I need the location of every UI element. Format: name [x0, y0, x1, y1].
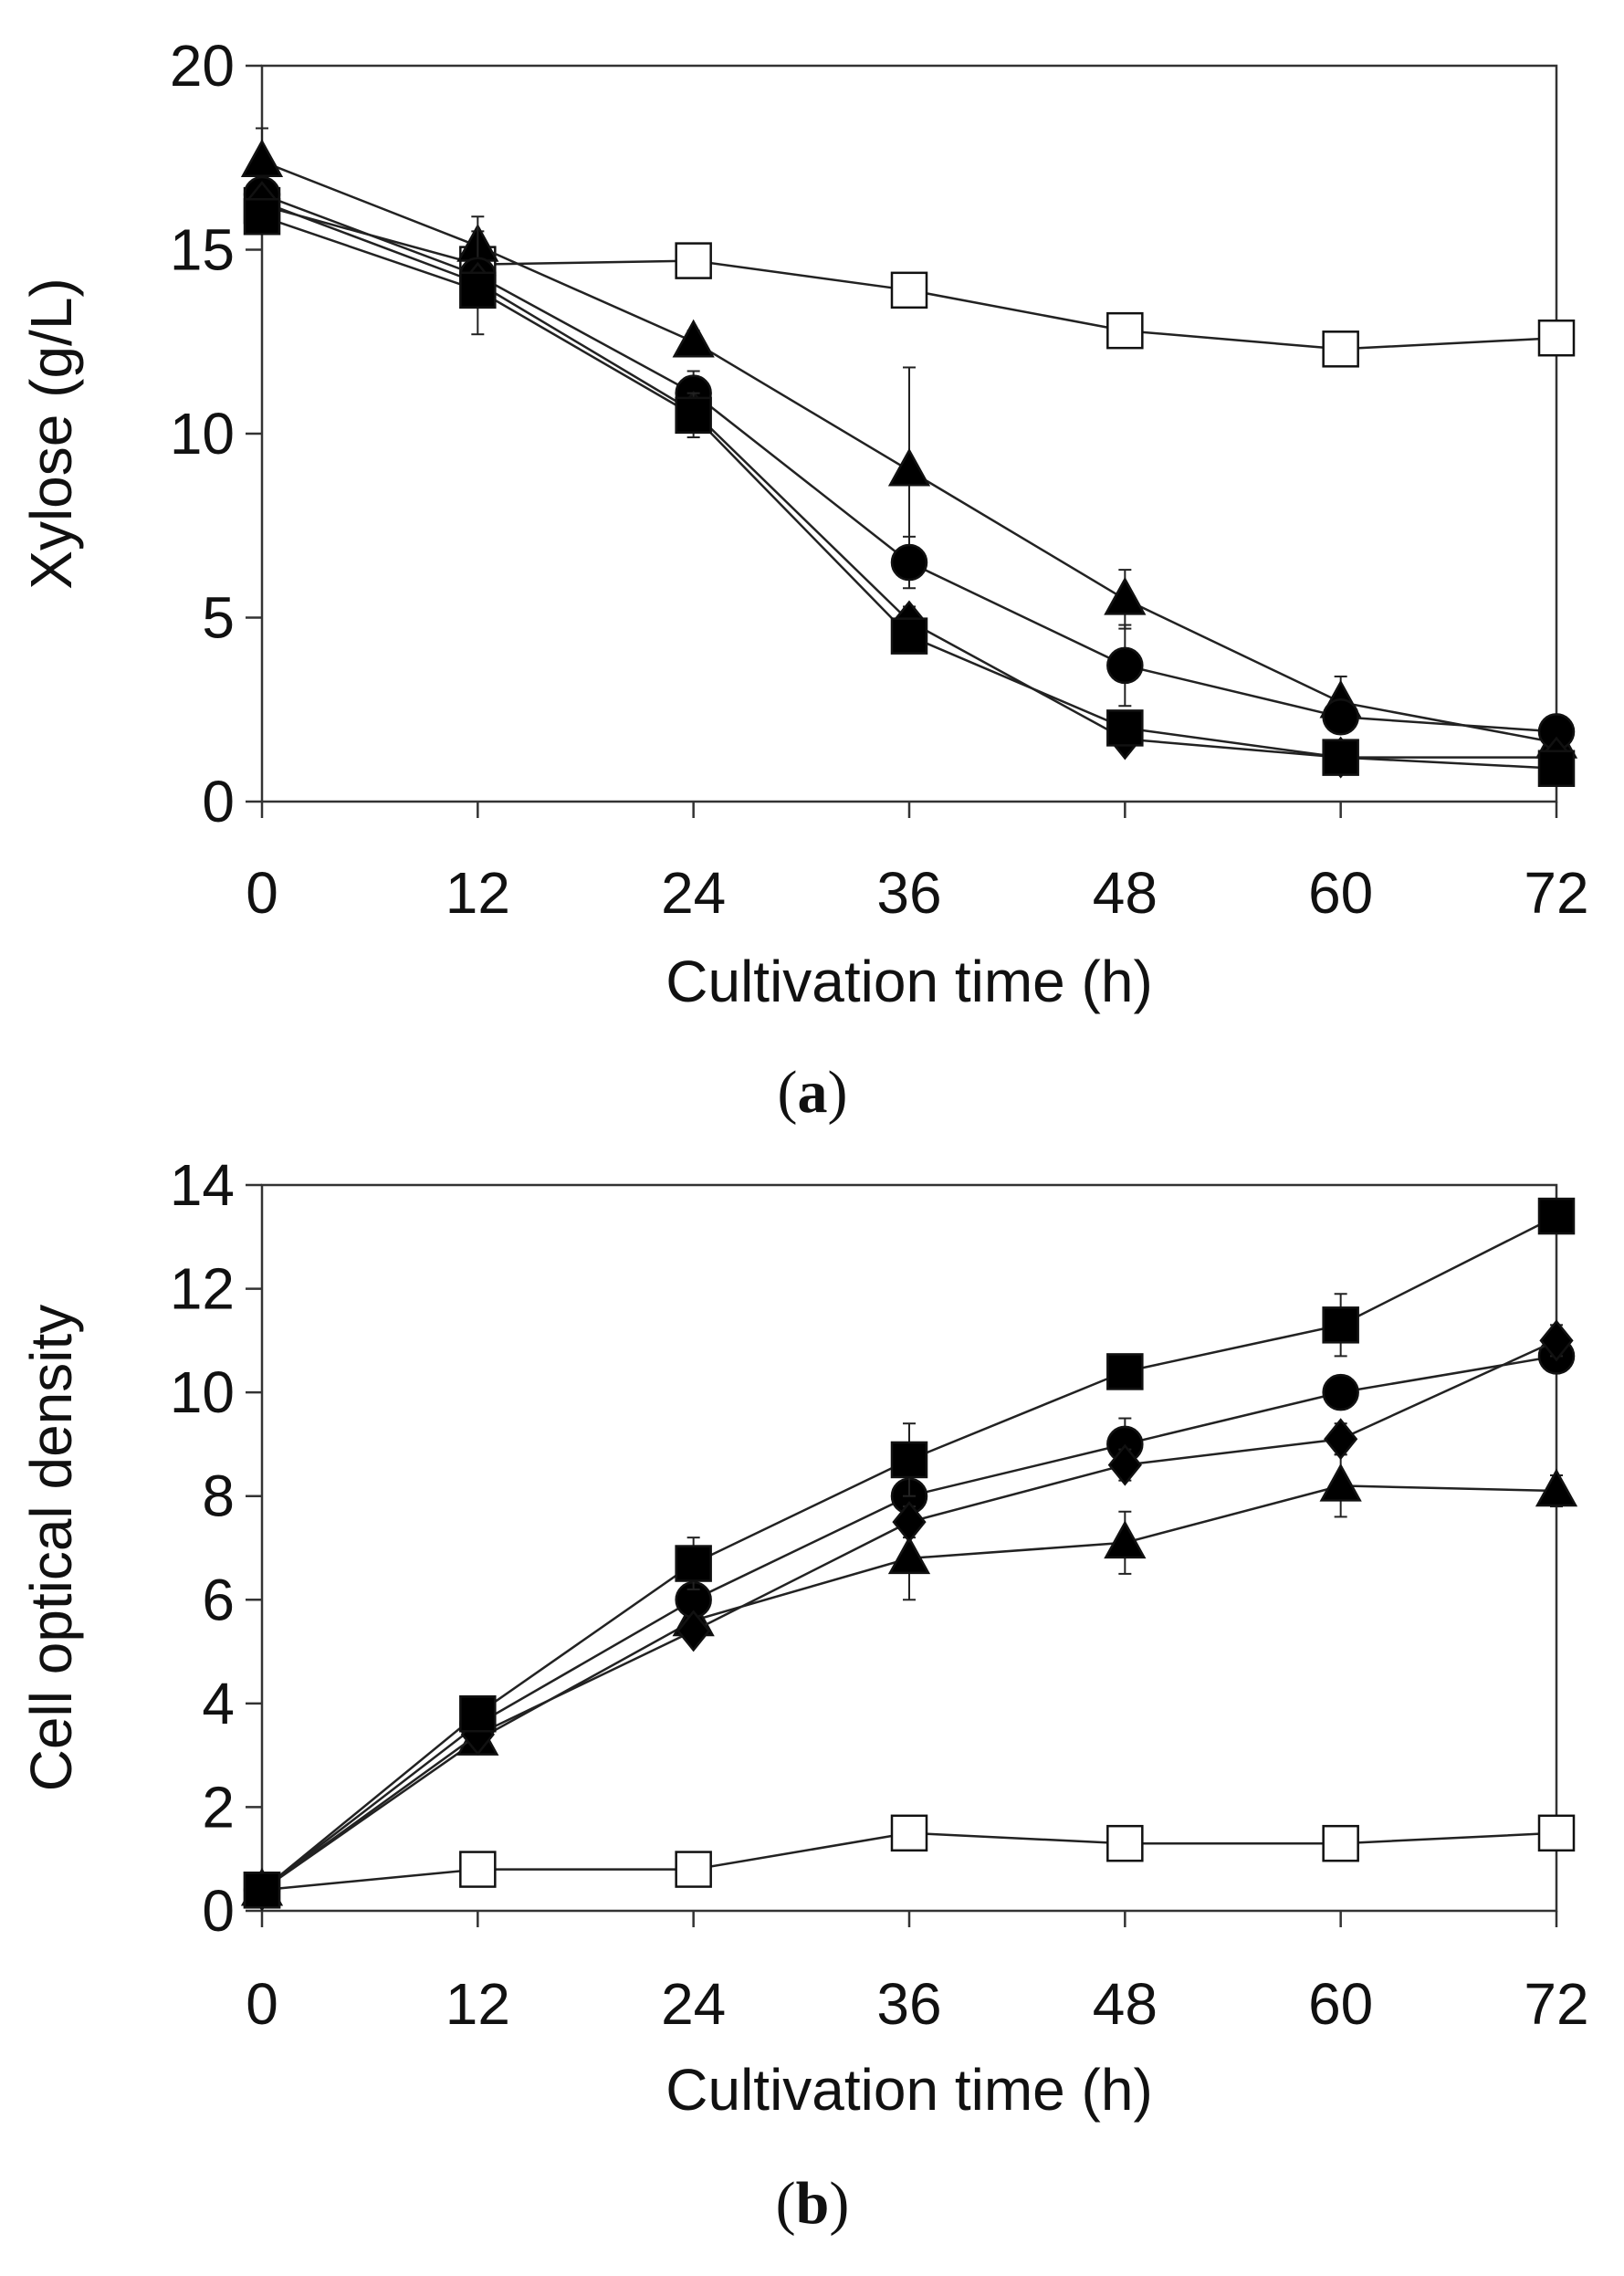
chart-b-caption-close: ) [829, 2170, 849, 2237]
chart-b-point-filled-square [890, 1441, 928, 1479]
chart-a-series-filled-square [243, 197, 1576, 787]
chart-a-x-tick-label: 24 [661, 860, 726, 926]
chart-b-point-filled-triangle [887, 1536, 931, 1575]
chart-a-y-tick-label: 0 [202, 769, 235, 834]
chart-a-point-filled-circle [1106, 646, 1144, 685]
chart-a-y-tick-label: 20 [170, 33, 235, 99]
chart-b-y-tick-label: 2 [202, 1774, 235, 1840]
chart-b-x-tick-label: 12 [445, 1971, 510, 2037]
chart-a-x-axis-label: Cultivation time (h) [665, 949, 1153, 1014]
chart-b-caption-letter: b [796, 2170, 830, 2237]
chart-a-point-open-square [1537, 319, 1576, 357]
chart-b-point-filled-diamond [1539, 1319, 1574, 1362]
chart-b-point-open-square [675, 1851, 712, 1888]
chart-a-y-axis-label: Xylose (g/L) [18, 278, 84, 589]
chart-a-point-open-square [675, 242, 712, 279]
chart-b-x-tick-label: 60 [1308, 1971, 1373, 2037]
chart-b-caption-open: ( [776, 2170, 796, 2237]
chart-a-point-filled-square [459, 271, 497, 309]
chart-b-point-filled-triangle [1319, 1463, 1362, 1502]
chart-b-y-tick-label: 10 [170, 1359, 235, 1425]
chart-a-point-filled-square [1537, 750, 1576, 787]
chart-b-series-open-square [243, 1814, 1576, 1909]
chart-a-y-tick-label: 15 [170, 217, 235, 283]
chart-a-point-filled-triangle [1104, 576, 1147, 615]
chart-b-point-filled-square [243, 1872, 281, 1909]
chart-a-point-filled-square [1106, 709, 1144, 747]
chart-b-x-tick-label: 48 [1093, 1971, 1158, 2037]
chart-a-x-tick-label: 0 [246, 860, 278, 926]
chart-b-point-filled-square [459, 1694, 497, 1733]
chart-a-point-filled-square [890, 617, 928, 655]
chart-a-x-tick-label: 72 [1524, 860, 1588, 926]
chart-a-caption-close: ) [828, 1059, 848, 1126]
chart-a-series-open-square [243, 186, 1576, 368]
chart-a-y-tick-label: 5 [202, 585, 235, 651]
chart-b-y-axis-label: Cell optical density [18, 1305, 84, 1792]
chart-b-x-tick-label: 0 [246, 1971, 278, 2037]
chart-a-caption-letter: a [798, 1059, 828, 1126]
chart-b-x-axis-label: Cultivation time (h) [665, 2057, 1153, 2123]
chart-a-point-open-square [890, 271, 928, 309]
chart-b-point-open-square [1106, 1824, 1144, 1862]
chart-a-point-filled-triangle [887, 447, 931, 487]
chart-b-point-filled-square [1106, 1353, 1144, 1390]
chart-b-point-open-square [890, 1814, 928, 1852]
chart-a-x-tick-label: 12 [445, 860, 510, 926]
chart-b-point-open-square [1537, 1814, 1576, 1852]
chart-b-point-filled-diamond [892, 1501, 927, 1544]
chart-b-point-open-square [1322, 1824, 1359, 1862]
chart-b-point-open-square [459, 1851, 497, 1888]
chart-b-point-filled-diamond [676, 1610, 711, 1652]
chart-a-point-filled-circle [1322, 698, 1359, 736]
chart-b-x-tick-label: 24 [661, 1971, 726, 2037]
chart-a-x-tick-label: 60 [1308, 860, 1373, 926]
chart-a-point-filled-square [675, 396, 712, 435]
chart-a-y-tick-label: 10 [170, 401, 235, 467]
chart-b-y-tick-label: 0 [202, 1878, 235, 1944]
chart-b-y-tick-label: 14 [170, 1152, 235, 1218]
chart-b-series-filled-square [243, 1197, 1576, 1909]
chart-a-point-filled-square [1322, 739, 1359, 776]
chart-b-point-filled-square [1322, 1306, 1359, 1344]
chart-b-x-tick-label: 72 [1524, 1971, 1588, 2037]
chart-b-caption: (b) [776, 2170, 850, 2237]
chart-a-point-filled-square [243, 197, 281, 236]
chart-b-x-tick-label: 36 [876, 1971, 941, 2037]
chart-b-y-tick-label: 4 [202, 1671, 235, 1736]
chart-a-caption-open: ( [778, 1059, 798, 1126]
chart-a-point-filled-triangle [672, 319, 715, 358]
chart-a-point-filled-triangle [240, 139, 284, 178]
chart-b-y-tick-label: 6 [202, 1567, 235, 1632]
chart-b-y-tick-label: 8 [202, 1463, 235, 1529]
chart-a-series-filled-triangle [240, 127, 1578, 759]
panel-a-xylose-chart: 0 5 10 15 20 0 12 24 36 48 60 72 Cultivation time (h… [18, 33, 1589, 1126]
chart-b-y-tick-label: 12 [170, 1256, 235, 1322]
chart-a-caption: (a) [778, 1059, 848, 1126]
chart-b-point-filled-circle [1322, 1373, 1359, 1411]
chart-b-point-filled-triangle [1104, 1520, 1147, 1559]
chart-a-point-filled-circle [890, 543, 928, 582]
chart-b-point-filled-triangle [1535, 1468, 1578, 1507]
chart-a-x-tick-label: 36 [876, 860, 941, 926]
chart-b-point-filled-square [675, 1545, 712, 1582]
chart-b-point-filled-diamond [1107, 1443, 1142, 1486]
chart-b-point-filled-square [1537, 1197, 1576, 1235]
chart-a-point-open-square [1322, 330, 1359, 368]
chart-b-point-filled-diamond [1324, 1418, 1358, 1461]
chart-a-point-open-square [1106, 311, 1144, 350]
chart-a-x-tick-label: 48 [1093, 860, 1158, 926]
